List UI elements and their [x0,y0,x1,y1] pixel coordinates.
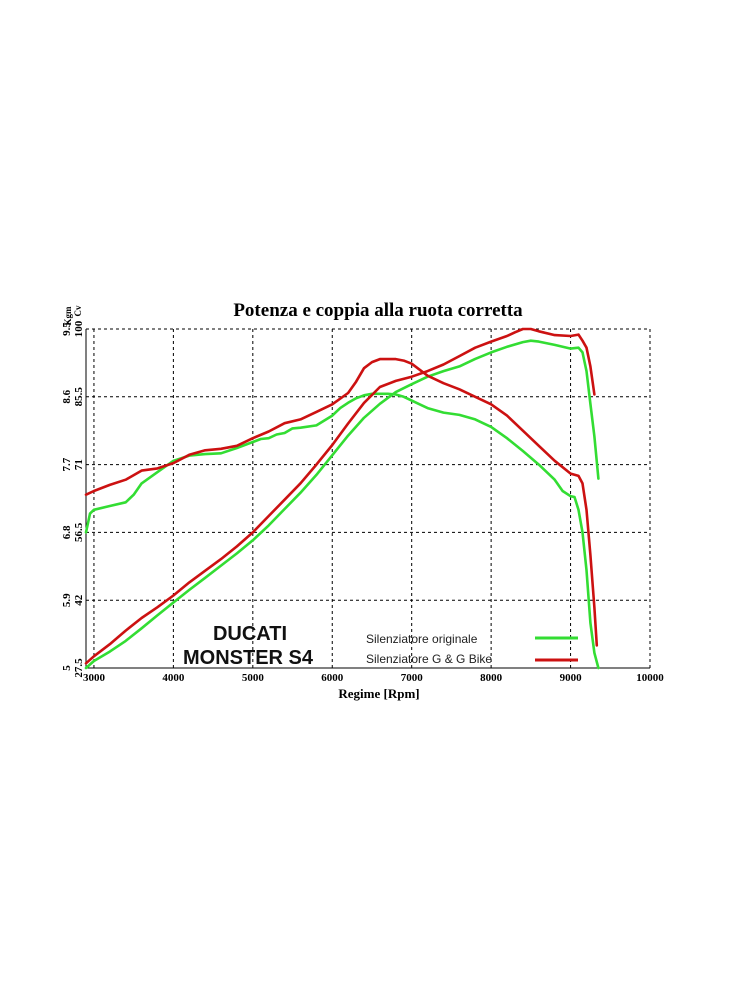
annotation-model: MONSTER S4 [183,647,314,669]
curve-gg-power [84,327,596,665]
y-tick-cv: 85.5 [73,387,85,407]
x-tick-label: 4000 [162,672,185,684]
x-tick-label: 5000 [242,672,265,684]
y-tick-cv: 27.5 [73,658,85,678]
x-tick-label: 9000 [560,672,583,684]
y-tick-cv: 100 [73,320,85,337]
y-unit-kgm: Kgm [63,306,73,326]
y-tick-cv: 42 [73,594,85,606]
x-tick-label: 7000 [401,672,424,684]
curve-gg-torque [84,357,599,647]
x-tick-label: 3000 [83,672,106,684]
legend-label-gg: Silenziatore G & G Bike [366,652,492,666]
y-axis: Kgm Cv 5 27.5 5.9 42 6.8 56.5 7.7 71 8.6 85.5 9.5 1… [61,305,85,678]
y-tick-kgm: 6.8 [61,525,73,539]
x-tick-label: 8000 [480,672,503,684]
x-tick-label: 10000 [636,672,664,684]
y-tick-kgm: 8.6 [61,389,73,403]
curve-original-power [84,339,600,670]
x-axis-label: Regime [Rpm] [338,686,419,701]
legend-label-original: Silenziatore originale [366,632,478,646]
y-tick-cv: 56.5 [73,522,85,542]
y-tick-kgm: 5 [61,665,73,671]
y-tick-kgm: 5.9 [61,593,73,607]
chart-title: Potenza e coppia alla ruota corretta [233,300,523,321]
y-tick-kgm: 7.7 [61,457,73,471]
y-tick-kgm: 9.5 [61,322,73,336]
x-axis: 3000 4000 5000 6000 7000 8000 9000 10000 [83,672,664,684]
y-unit-cv: Cv [73,305,83,316]
annotation-brand: DUCATI [213,623,287,645]
curves [84,327,600,670]
y-tick-cv: 71 [73,459,85,470]
x-tick-label: 6000 [321,672,344,684]
legend: Silenziatore originale Silenziatore G & … [366,632,578,666]
curve-original-torque [84,392,600,670]
grid [85,328,651,669]
